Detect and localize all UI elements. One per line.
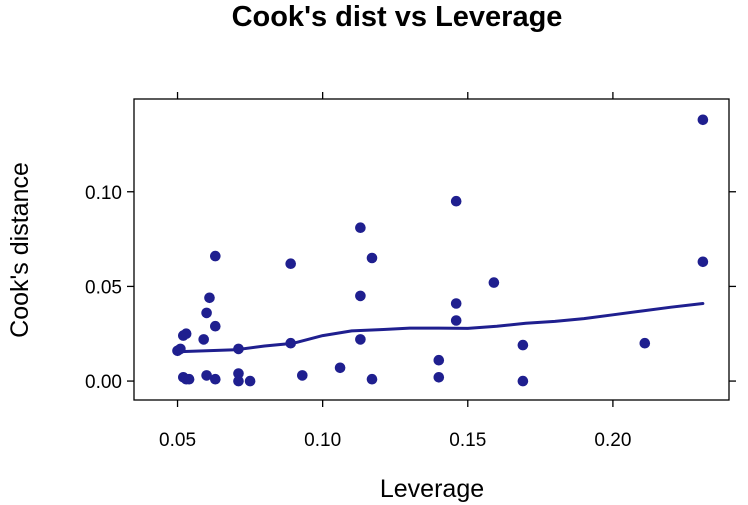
data-points: [172, 114, 709, 387]
data-point: [450, 195, 462, 207]
data-point: [285, 337, 297, 349]
data-point: [198, 334, 209, 345]
data-point: [233, 343, 244, 355]
data-point: [639, 337, 651, 349]
data-point: [175, 343, 186, 355]
data-point: [210, 250, 221, 262]
axis-ticks: [127, 92, 736, 407]
data-point: [355, 334, 366, 345]
data-point: [517, 375, 529, 387]
smooth-line: [176, 302, 705, 354]
y-tick-label: 0.05: [85, 277, 122, 298]
data-point: [285, 258, 297, 270]
plot-frame: [133, 98, 730, 401]
data-point: [355, 290, 366, 302]
data-point: [297, 370, 308, 381]
data-point: [697, 256, 709, 268]
data-point: [433, 372, 445, 383]
y-axis-label: Cook's distance: [6, 162, 34, 338]
data-point: [450, 315, 462, 326]
data-point: [355, 222, 366, 233]
y-tick-label: 0.10: [85, 183, 122, 204]
data-point: [488, 277, 500, 288]
data-point: [244, 375, 256, 387]
x-axis-label: Leverage: [380, 475, 484, 503]
axis-tick-labels: 0.05 0.10 0.15 0.20 0.00 0.05 0.10: [85, 183, 631, 451]
data-point: [210, 320, 221, 332]
data-point: [180, 328, 192, 340]
x-tick-label: 0.05: [159, 430, 196, 451]
data-point: [183, 373, 195, 385]
y-tick-label: 0.00: [85, 372, 122, 393]
data-point: [204, 292, 215, 304]
x-tick-label: 0.10: [304, 430, 341, 451]
x-tick-label: 0.20: [594, 430, 631, 451]
data-point: [366, 373, 378, 385]
x-tick-label: 0.15: [449, 430, 486, 451]
data-point: [201, 370, 212, 381]
smooth-line-group: [176, 302, 705, 354]
data-point: [233, 368, 244, 379]
data-point: [210, 373, 221, 385]
data-point: [450, 298, 462, 309]
data-point: [433, 354, 445, 366]
data-point: [233, 375, 244, 387]
data-point: [697, 114, 709, 126]
data-point: [201, 307, 212, 319]
data-point: [517, 339, 529, 351]
data-point: [366, 252, 378, 264]
chart-title: Cook's dist vs Leverage: [232, 1, 563, 33]
data-point: [334, 362, 346, 374]
